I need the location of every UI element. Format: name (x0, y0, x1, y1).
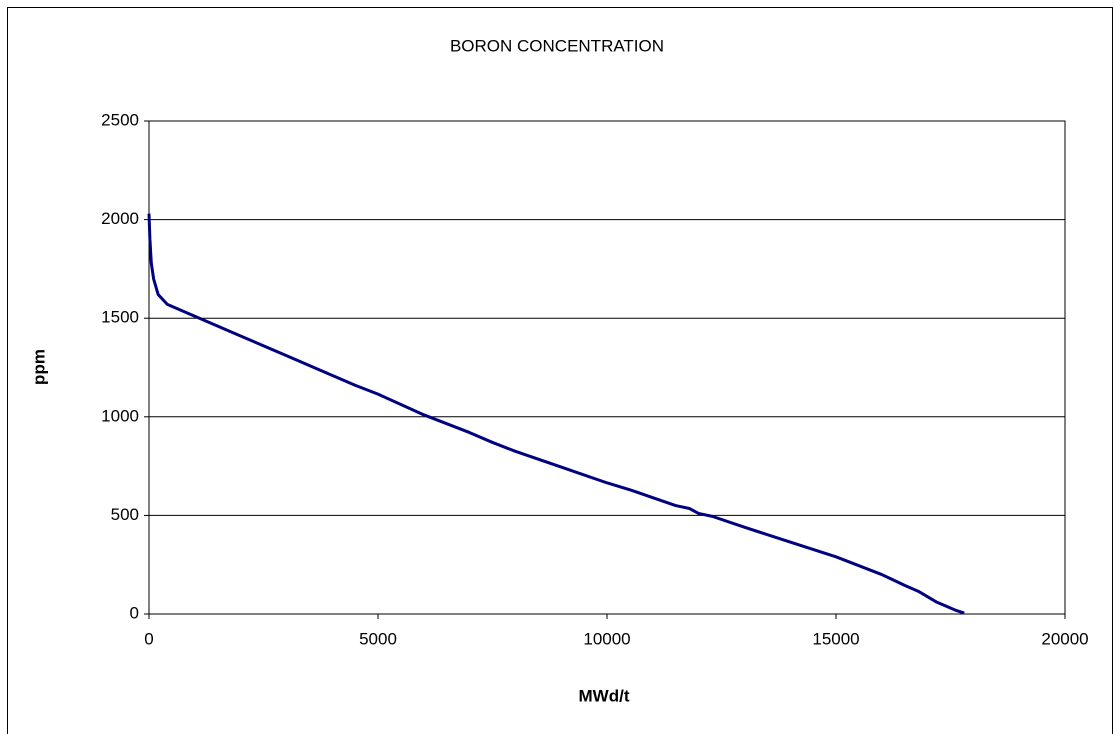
x-tick-label: 15000 (812, 629, 859, 648)
chart-title: BORON CONCENTRATION (450, 36, 664, 55)
y-tick-label: 0 (130, 603, 139, 622)
y-tick-label: 2000 (101, 209, 139, 228)
x-tick-label: 5000 (359, 629, 397, 648)
y-tick-label: 2500 (101, 110, 139, 129)
chart-frame (7, 7, 1113, 734)
plot-area (148, 120, 1066, 615)
data-line (147, 213, 965, 615)
x-tick-label: 10000 (583, 629, 630, 648)
x-tick-label: 20000 (1041, 629, 1088, 648)
y-tick-label: 1000 (101, 406, 139, 425)
y-axis-label: ppm (29, 349, 48, 385)
y-tick-label: 1500 (101, 308, 139, 327)
x-tick-label: 0 (144, 629, 153, 648)
y-tick-label: 500 (111, 505, 139, 524)
x-axis-label: MWd/t (579, 686, 630, 705)
